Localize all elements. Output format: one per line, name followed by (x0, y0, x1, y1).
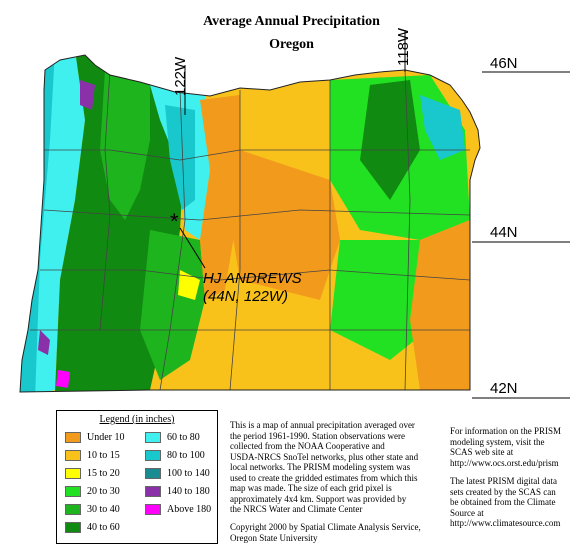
copyright-line: Copyright 2000 by Spatial Climate Analys… (230, 522, 421, 532)
legend-swatch (65, 522, 81, 534)
legend-swatch (65, 432, 81, 444)
lat-label-46n: 46N (490, 55, 518, 72)
legend-item: 60 to 80 (145, 431, 200, 444)
state-outline (19, 54, 481, 393)
datasets-info-line: be obtained from the Climate (450, 497, 556, 507)
legend-item: 80 to 100 (145, 449, 205, 462)
prism-info-line: http://www.ocs.orst.edu/prism (450, 457, 559, 468)
legend-label: 10 to 15 (87, 450, 120, 461)
precipitation-zones (20, 55, 480, 392)
legend-box: Legend (in inches) Under 10 10 to 15 15 to… (56, 410, 218, 544)
legend-swatch (65, 468, 81, 480)
legend-item: 20 to 30 (65, 485, 120, 498)
legend-swatch (65, 504, 81, 516)
central-dry-zone (200, 95, 240, 300)
legend-item: 140 to 180 (145, 485, 210, 498)
map-description: This is a map of annual precipitation av… (230, 420, 430, 515)
legend-label: Above 180 (167, 504, 212, 515)
prism-info-line: For information on the PRISM (450, 426, 562, 436)
lat-label-42n: 42N (490, 380, 518, 397)
description-line: local networks. The PRISM modeling syste… (230, 462, 411, 472)
datasets-info: The latest PRISM digital data sets create… (450, 476, 580, 529)
lon-label-118w: 118W (395, 27, 412, 66)
prism-info-line: SCAS web site at (450, 447, 514, 457)
county-boundaries (30, 69, 471, 391)
legend-label: 80 to 100 (167, 450, 205, 461)
oregon-precipitation-map (19, 30, 570, 399)
description-line: the period 1961-1990. Station observatio… (230, 430, 405, 441)
legend-title: Legend (in inches) (99, 414, 175, 425)
site-name: HJ ANDREWS (203, 270, 302, 287)
prism-info: For information on the PRISM modeling sys… (450, 426, 580, 468)
description-line: collected from the NOAA Cooperative and (230, 441, 385, 451)
legend-item: 15 to 20 (65, 467, 120, 480)
legend-swatch (65, 486, 81, 498)
description-line: map was made. The size of each grid pixe… (230, 483, 392, 493)
lat-label-44n: 44N (490, 224, 518, 241)
map-title: Average Annual Precipitation (203, 14, 380, 29)
lon-label-122w: 122W (172, 56, 189, 96)
datasets-info-line: The latest PRISM digital data (450, 476, 557, 486)
datasets-info-line: sets created by the SCAS can (450, 486, 556, 497)
legend-item: Under 10 (65, 431, 125, 444)
legend-label: 30 to 40 (87, 504, 120, 515)
description-line: approximately 4x4 km. Support was provid… (230, 493, 407, 504)
legend-label: 20 to 30 (87, 486, 120, 497)
legend-label: 140 to 180 (167, 486, 210, 497)
legend-swatch (145, 450, 161, 462)
legend-swatch (65, 450, 81, 462)
prism-info-line: modeling system, visit the (450, 436, 545, 447)
legend-item: Above 180 (145, 503, 211, 516)
willamette-valley (100, 70, 150, 220)
description-line: used to create the gridded estimates fro… (230, 472, 418, 483)
legend-item: 100 to 140 (145, 467, 210, 480)
legend-item: 40 to 60 (65, 521, 120, 534)
datasets-info-line: Source at (450, 507, 484, 518)
legend-label: 100 to 140 (167, 468, 210, 479)
description-line: the NRCS Water and Climate Center (230, 504, 363, 514)
legend-label: 15 to 20 (87, 468, 120, 479)
legend-swatch (145, 432, 161, 444)
map-subtitle: Oregon (269, 37, 314, 52)
legend-item: 10 to 15 (65, 449, 120, 462)
site-marker: * (170, 209, 179, 234)
site-coords: (44N, 122W) (203, 288, 289, 305)
legend-item: 30 to 40 (65, 503, 120, 516)
legend-label: 60 to 80 (167, 432, 200, 443)
copyright-line: Oregon State University (230, 532, 318, 543)
description-line: This is a map of annual precipitation av… (230, 420, 415, 430)
legend-swatch (145, 504, 161, 516)
datasets-info-line: http://www.climatesource.com (450, 518, 561, 528)
description-line: USDA-NRCS SnoTel networks, plus other st… (230, 451, 419, 462)
legend-swatch (145, 486, 161, 498)
legend-label: Under 10 (87, 432, 125, 443)
legend-label: 40 to 60 (87, 522, 120, 533)
site-leader-line (179, 227, 206, 269)
copyright-note: Copyright 2000 by Spatial Climate Analys… (230, 522, 440, 543)
legend-swatch (145, 468, 161, 480)
